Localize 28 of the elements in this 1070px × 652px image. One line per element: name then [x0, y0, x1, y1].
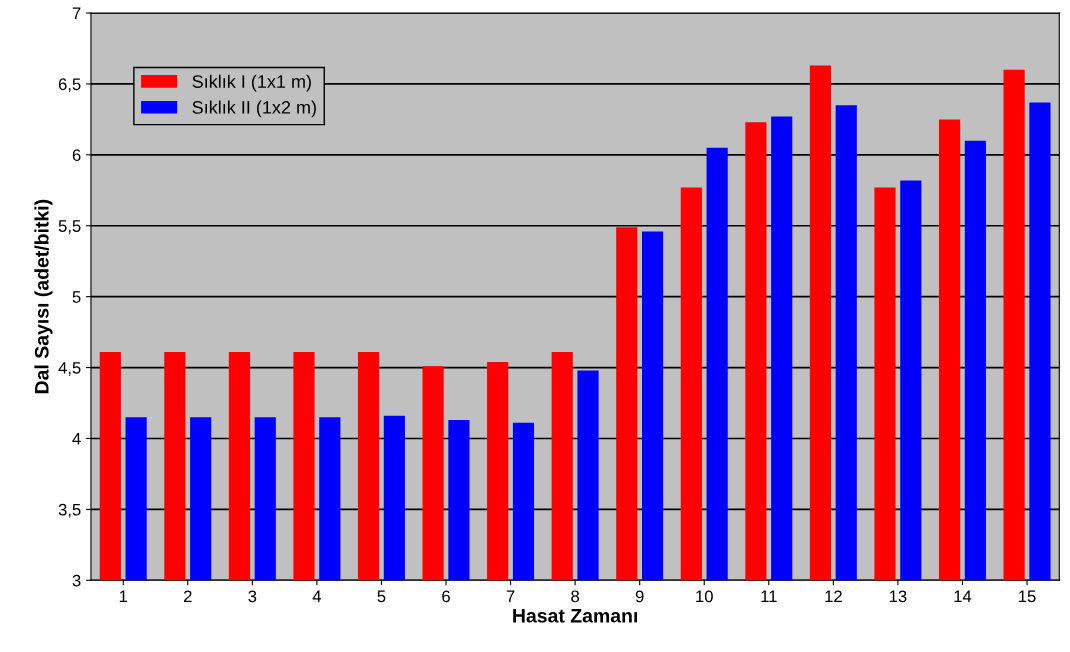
- legend-label: Sıklık II (1x2 m): [192, 100, 316, 118]
- y-tick-label: 6,5: [58, 78, 81, 93]
- y-tick-label: 5,5: [58, 220, 81, 234]
- x-tick-label: 7: [506, 590, 515, 603]
- x-tick-label: 15: [1019, 590, 1036, 603]
- y-tick-label: 4: [72, 433, 81, 445]
- x-tick-label: 13: [889, 590, 907, 603]
- x-tick-label: 1: [119, 590, 128, 603]
- x-tick-label: 14: [954, 590, 972, 603]
- x-axis-title: Hasat Zamanı: [513, 609, 637, 623]
- y-axis-title: Dal Sayısı (adet/bitki): [34, 199, 53, 394]
- x-tick-label: 6: [442, 590, 450, 603]
- x-tick-label: 10: [696, 590, 713, 603]
- x-tick-label: 2: [183, 590, 192, 603]
- y-tick-label: 6: [72, 149, 81, 162]
- legend-label: Sıklık I (1x1 m): [192, 74, 311, 92]
- x-tick-label: 11: [761, 590, 777, 603]
- y-tick-label: 4,5: [58, 362, 81, 376]
- y-tick-label: 5: [72, 291, 81, 303]
- x-tick-label: 8: [571, 590, 580, 603]
- x-tick-label: 5: [377, 590, 386, 603]
- y-tick-label: 3: [72, 574, 81, 587]
- x-tick-label: 3: [248, 590, 257, 603]
- y-tick-label: 3,5: [58, 503, 81, 518]
- x-tick-label: 12: [825, 590, 842, 603]
- x-tick-label: 4: [312, 590, 322, 603]
- y-tick-label: 7: [72, 7, 81, 20]
- x-tick-label: 9: [635, 590, 644, 603]
